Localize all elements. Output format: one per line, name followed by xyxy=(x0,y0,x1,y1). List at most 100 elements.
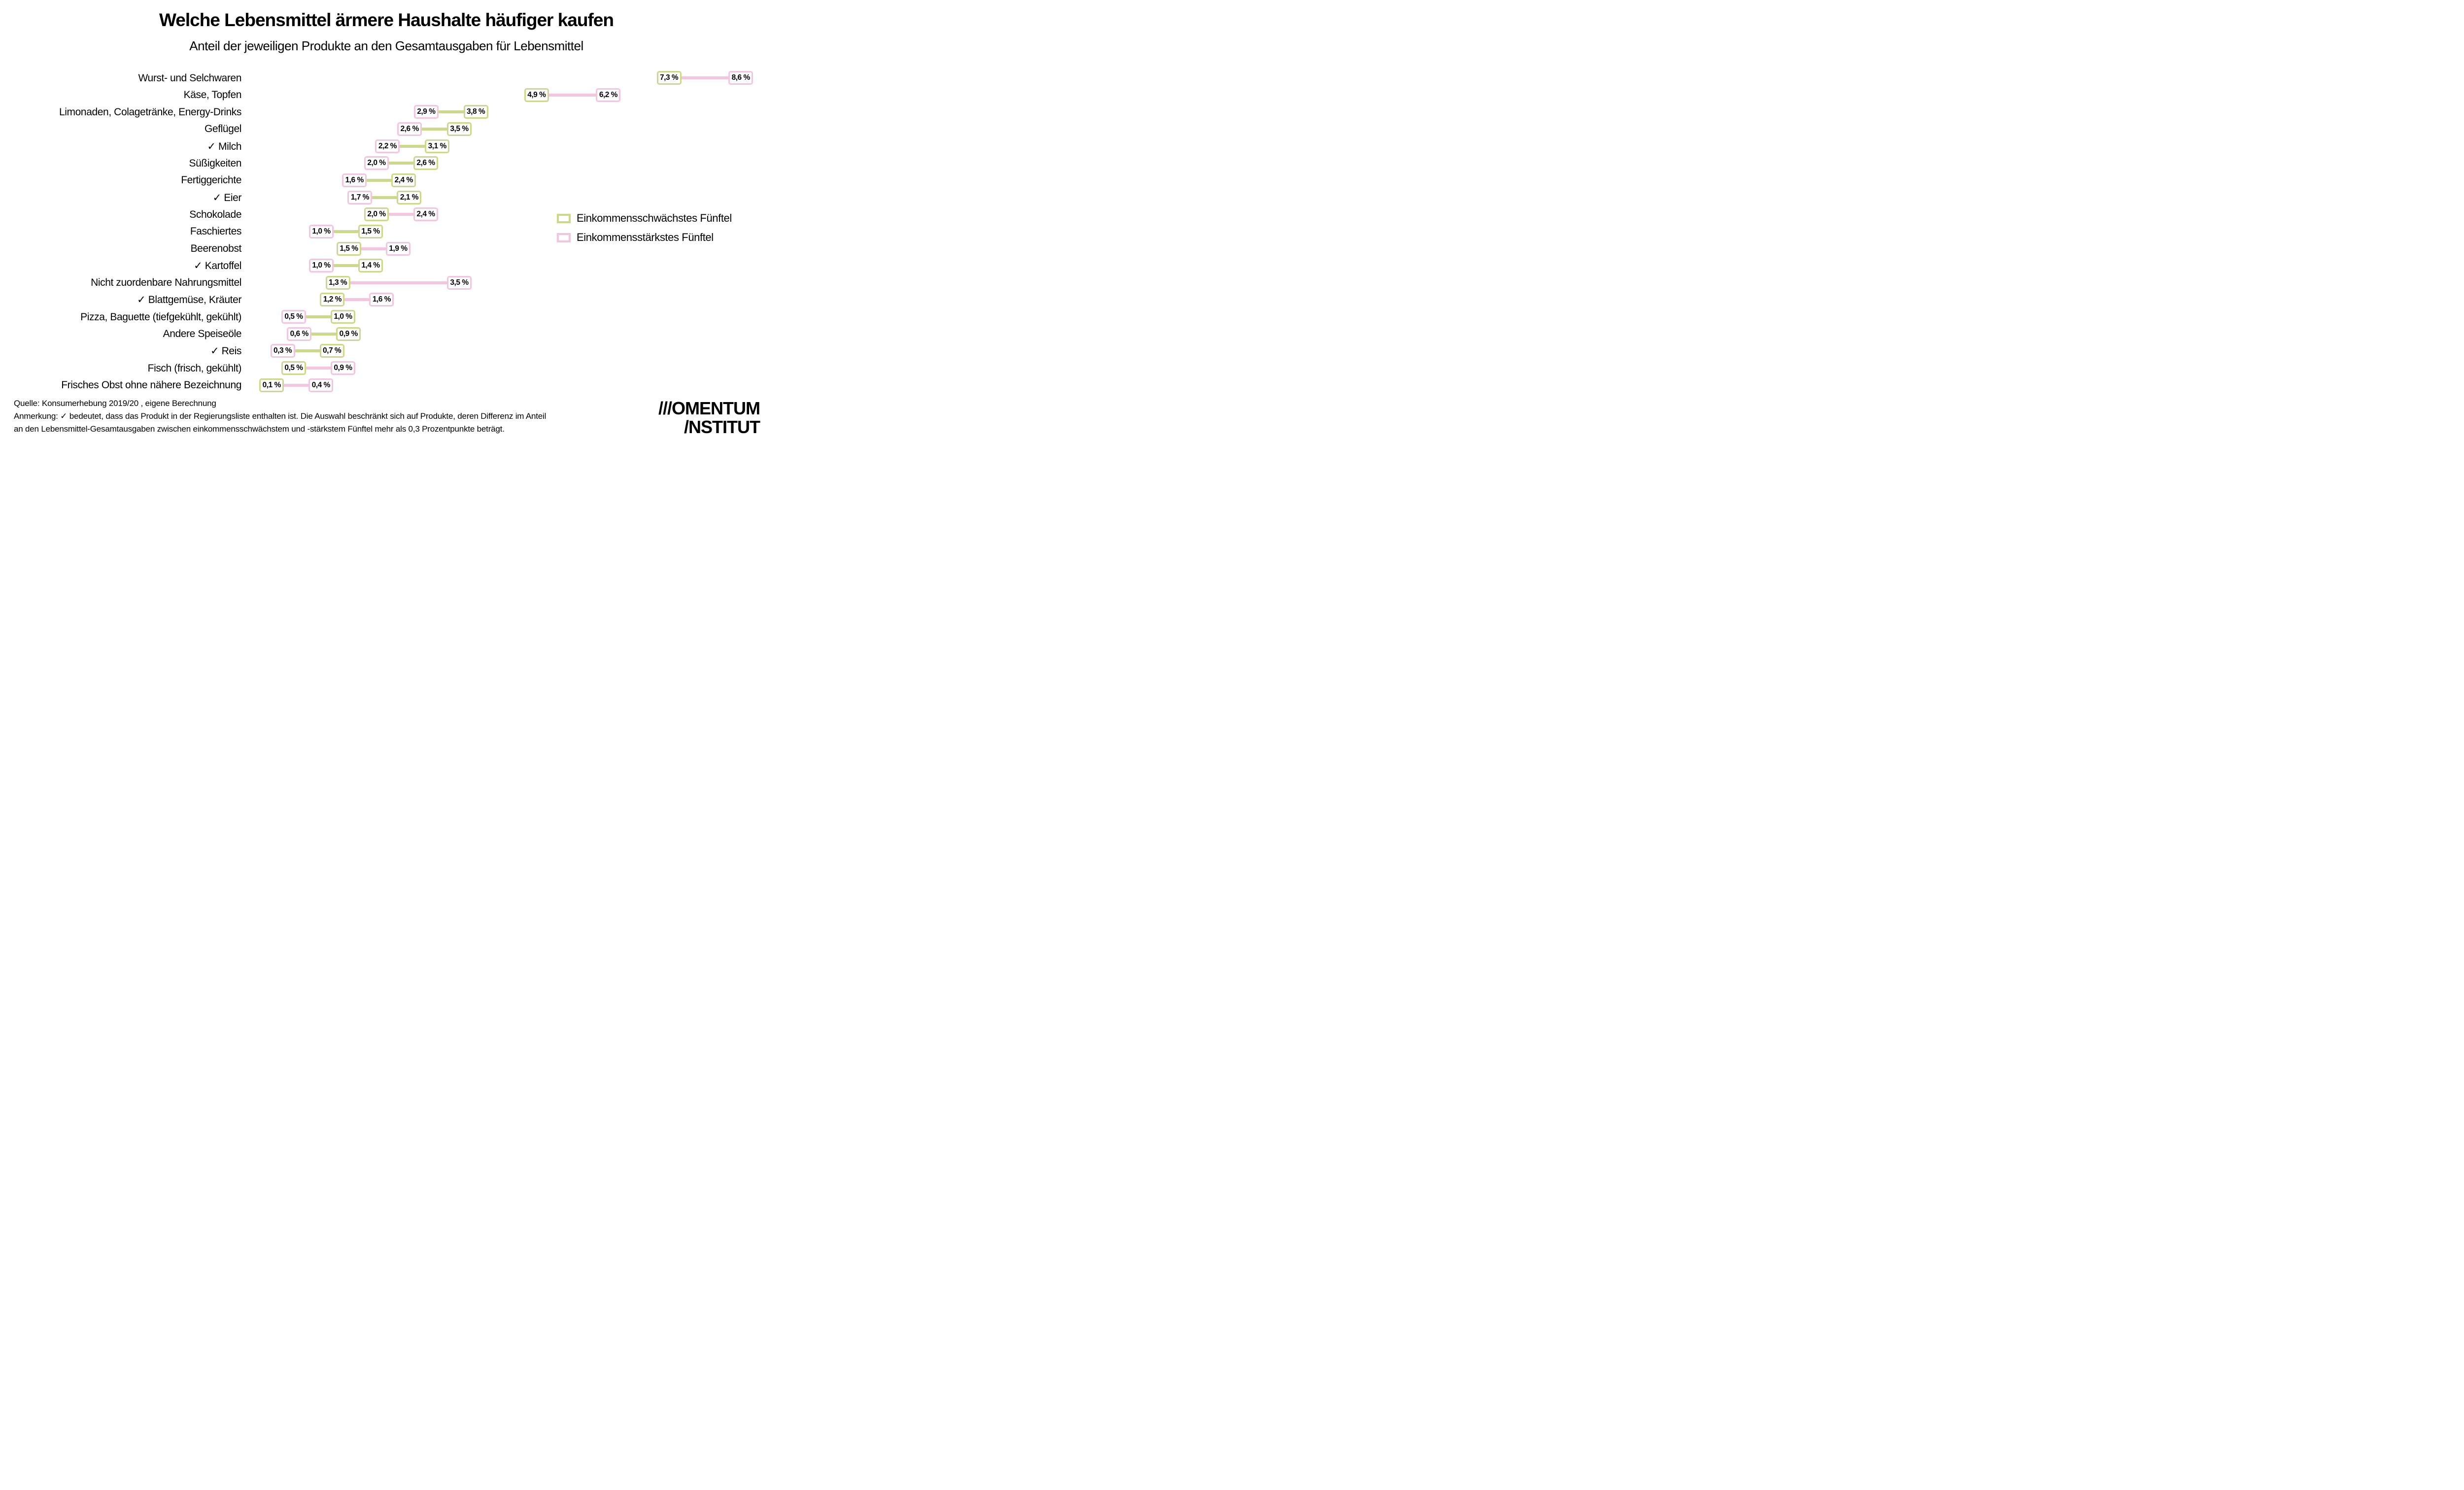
green-swatch-icon xyxy=(557,213,571,223)
category-label: ✓ Eier xyxy=(212,192,242,203)
dumbbell-connector-line xyxy=(376,162,426,165)
pink-swatch-icon xyxy=(557,233,571,242)
dumbbell-connector-line xyxy=(426,110,476,114)
value-box-higher: 2,6 % xyxy=(413,156,438,170)
chart-row: Frisches Obst ohne nähere Bezeichnung 0,1… xyxy=(0,377,773,394)
momentum-institut-logo: ///OMENTUM /NSTITUT xyxy=(658,399,760,437)
value-box-lower: 0,6 % xyxy=(287,327,312,341)
chart-row: Beerenobst 1,5 % 1,9 % xyxy=(0,240,773,258)
category-label: Andere Speiseöle xyxy=(163,328,242,340)
value-box-higher: 3,5 % xyxy=(447,275,472,290)
category-label: Frisches Obst ohne nähere Bezeichnung xyxy=(61,379,241,391)
chart-row: Faschiertes 1,0 % 1,5 % xyxy=(0,223,773,240)
page-subtitle: Anteil der jeweiligen Produkte an den Ge… xyxy=(189,38,583,53)
chart-row: Schokolade 2,0 % 2,4 % xyxy=(0,206,773,223)
dumbbell-connector-line xyxy=(332,298,382,302)
value-box-higher: 3,5 % xyxy=(447,122,472,136)
category-label: Limonaden, Colagetränke, Energy-Drinks xyxy=(59,106,241,118)
chart-row: Fisch (frisch, gekühlt) 0,5 % 0,9 % xyxy=(0,360,773,377)
value-box-lower: 1,0 % xyxy=(309,224,334,238)
legend-label: Einkommensstärkstes Fünftel xyxy=(577,231,714,243)
value-box-lower: 2,9 % xyxy=(413,105,439,119)
dumbbell-connector-line xyxy=(338,281,459,284)
legend: Einkommensschwächstes Fünftel Einkommens… xyxy=(557,211,732,249)
category-label: Beerenobst xyxy=(190,243,242,254)
value-box-lower: 7,3 % xyxy=(656,71,682,85)
value-box-higher: 3,8 % xyxy=(463,105,488,119)
dumbbell-connector-line xyxy=(321,230,371,233)
note-line-2: an den Lebensmittel-Gesamtausgaben zwisc… xyxy=(14,424,505,434)
value-box-higher: 1,0 % xyxy=(331,310,355,324)
category-label: Fisch (frisch, gekühlt) xyxy=(147,362,242,374)
dumbbell-connector-line xyxy=(272,383,321,387)
value-box-lower: 2,6 % xyxy=(397,122,422,136)
category-label: Faschiertes xyxy=(190,226,242,237)
dumbbell-connector-line xyxy=(294,367,343,370)
value-box-higher: 8,6 % xyxy=(728,71,753,85)
chart-row: Geflügel 2,6 % 3,5 % xyxy=(0,121,773,138)
value-box-higher: 0,4 % xyxy=(308,378,334,392)
value-box-lower: 4,9 % xyxy=(524,88,549,102)
dumbbell-connector-line xyxy=(282,349,332,353)
value-box-lower: 0,5 % xyxy=(281,361,306,375)
chart-row: Süßigkeiten 2,0 % 2,6 % xyxy=(0,155,773,172)
dumbbell-connector-line xyxy=(360,196,410,199)
value-box-higher: 1,6 % xyxy=(369,293,394,307)
value-box-higher: 0,9 % xyxy=(336,327,361,341)
legend-item-poorest-quintile: Einkommensschwächstes Fünftel xyxy=(557,211,732,226)
page-title: Welche Lebensmittel ärmere Haushalte häu… xyxy=(159,10,614,30)
dumbbell-connector-line xyxy=(387,144,438,148)
logo-line-1: ///OMENTUM xyxy=(658,398,760,418)
dumbbell-connector-line xyxy=(376,213,426,216)
dumbbell-connector-line xyxy=(536,93,609,97)
source-line: Quelle: Konsumerhebung 2019/20 , eigene … xyxy=(14,399,216,408)
chart-row: ✓ Blattgemüse, Kräuter 1,2 % 1,6 % xyxy=(0,291,773,308)
category-label: Pizza, Baguette (tiefgekühlt, gekühlt) xyxy=(80,311,241,323)
category-label: Schokolade xyxy=(189,208,241,220)
dumbbell-chart: Wurst- und Selchwaren 7,3 % 8,6 % Käse, Top… xyxy=(0,0,773,441)
value-box-higher: 2,4 % xyxy=(391,173,416,187)
dumbbell-connector-line xyxy=(321,264,371,268)
value-box-lower: 2,0 % xyxy=(364,207,389,222)
category-label: Geflügel xyxy=(204,123,241,135)
chart-row: Käse, Topfen 4,9 % 6,2 % xyxy=(0,87,773,104)
chart-row: Limonaden, Colagetränke, Energy-Drinks 2,… xyxy=(0,103,773,121)
category-label: ✓ Milch xyxy=(207,140,241,152)
value-box-higher: 1,9 % xyxy=(386,241,411,256)
category-label: Nicht zuordenbare Nahrungsmittel xyxy=(91,277,241,289)
chart-row: ✓ Kartoffel 1,0 % 1,4 % xyxy=(0,257,773,274)
legend-item-richest-quintile: Einkommensstärkstes Fünftel xyxy=(557,230,732,245)
legend-label: Einkommensschwächstes Fünftel xyxy=(577,212,732,224)
chart-row: Andere Speiseöle 0,6 % 0,9 % xyxy=(0,326,773,343)
value-box-lower: 0,5 % xyxy=(281,310,306,324)
value-box-lower: 1,0 % xyxy=(309,259,334,273)
dumbbell-connector-line xyxy=(349,247,398,250)
dumbbell-connector-line xyxy=(354,178,404,182)
value-box-lower: 0,3 % xyxy=(270,344,295,358)
category-label: ✓ Reis xyxy=(210,345,241,357)
value-box-lower: 1,5 % xyxy=(337,241,361,256)
value-box-higher: 6,2 % xyxy=(596,88,621,102)
value-box-higher: 1,5 % xyxy=(358,224,383,238)
value-box-higher: 1,4 % xyxy=(358,259,383,273)
dumbbell-connector-line xyxy=(669,76,741,79)
value-box-higher: 0,9 % xyxy=(331,361,355,375)
chart-row: Pizza, Baguette (tiefgekühlt, gekühlt) 0,… xyxy=(0,308,773,326)
category-label: Fertiggerichte xyxy=(181,174,241,186)
value-box-lower: 2,0 % xyxy=(364,156,389,170)
note-line-1: Anmerkung: ✓ bedeutet, dass das Produkt … xyxy=(14,411,547,421)
dumbbell-connector-line xyxy=(294,315,343,319)
chart-row: Wurst- und Selchwaren 7,3 % 8,6 % xyxy=(0,69,773,87)
value-box-lower: 1,3 % xyxy=(325,275,350,290)
chart-row: ✓ Eier 1,7 % 2,1 % xyxy=(0,189,773,206)
dumbbell-connector-line xyxy=(299,332,349,336)
chart-canvas: Welche Lebensmittel ärmere Haushalte häu… xyxy=(0,0,773,441)
value-box-higher: 2,1 % xyxy=(397,190,422,204)
chart-row: Fertiggerichte 1,6 % 2,4 % xyxy=(0,172,773,189)
chart-row: Nicht zuordenbare Nahrungsmittel 1,3 % 3,5… xyxy=(0,274,773,292)
value-box-lower: 0,1 % xyxy=(259,378,284,392)
category-label: ✓ Blattgemüse, Kräuter xyxy=(137,294,241,306)
value-box-higher: 0,7 % xyxy=(319,344,344,358)
footer: Quelle: Konsumerhebung 2019/20 , eigene … xyxy=(14,397,546,436)
category-label: Wurst- und Selchwaren xyxy=(138,72,242,84)
